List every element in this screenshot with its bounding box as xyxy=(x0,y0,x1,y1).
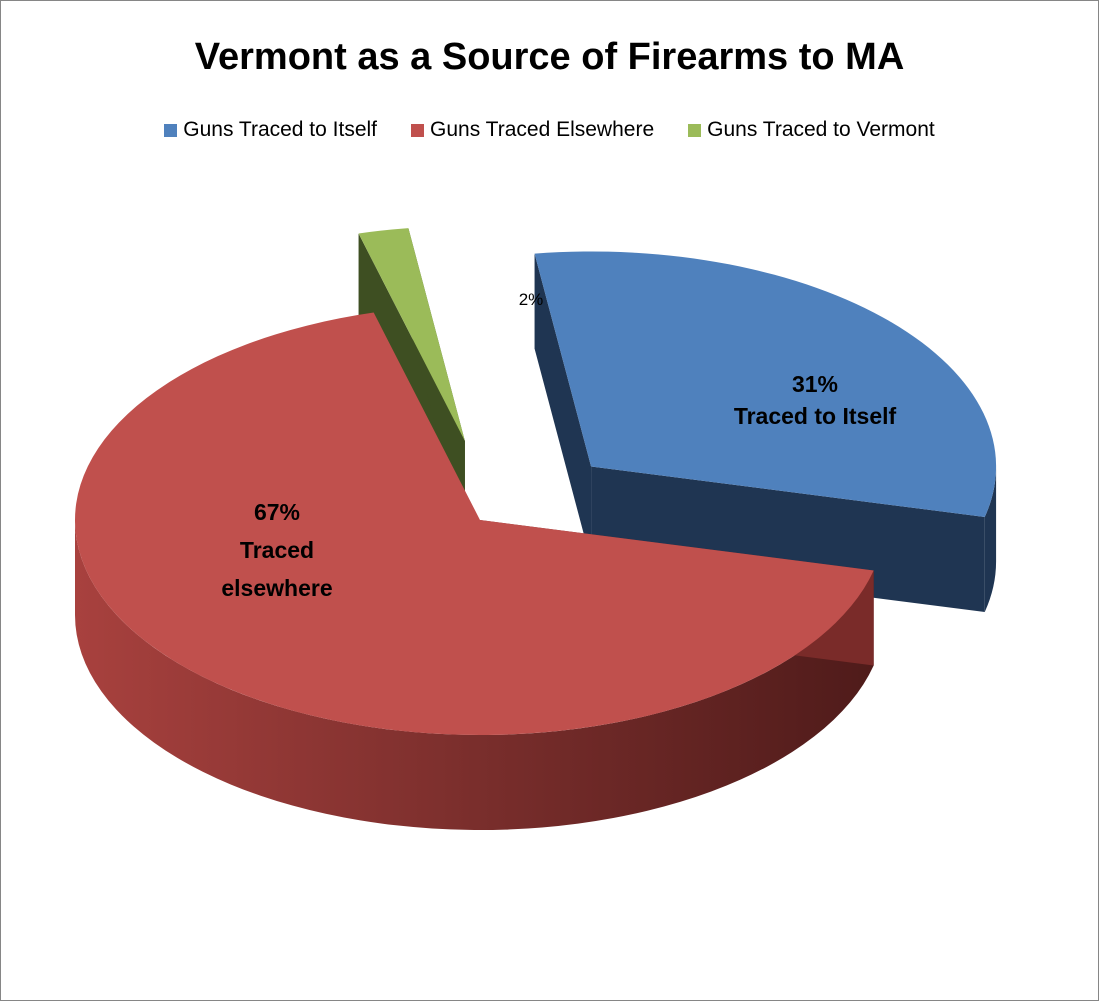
legend: Guns Traced to Itself Guns Traced Elsewh… xyxy=(0,118,1099,142)
slice-vermont xyxy=(358,228,465,442)
data-label-vermont: 2% xyxy=(519,290,544,309)
slice-itself xyxy=(534,251,997,517)
slice-side-elsewhere xyxy=(75,520,874,830)
legend-swatch-elsewhere xyxy=(411,123,425,137)
data-label-itself: Traced to Itself xyxy=(734,403,897,429)
legend-swatch-itself xyxy=(164,123,178,137)
slice-wall-itself xyxy=(591,466,985,612)
slice-side-itself xyxy=(984,466,997,612)
legend-item-vermont: Guns Traced to Vermont xyxy=(688,118,935,142)
legend-label-itself: Guns Traced to Itself xyxy=(183,118,378,141)
data-label-elsewhere: 67% xyxy=(254,499,300,525)
legend-swatch-vermont xyxy=(688,123,702,137)
data-label-elsewhere: elsewhere xyxy=(221,575,332,601)
data-label-itself: 31% xyxy=(792,371,838,397)
slice-elsewhere xyxy=(74,312,874,736)
legend-label-elsewhere: Guns Traced Elsewhere xyxy=(430,118,655,141)
data-label-elsewhere: Traced xyxy=(240,537,314,563)
chart-title: Vermont as a Source of Firearms to MA xyxy=(194,36,905,78)
slice-wall-itself xyxy=(534,253,592,562)
legend-label-vermont: Guns Traced to Vermont xyxy=(707,118,935,141)
legend-item-itself: Guns Traced to Itself xyxy=(164,118,377,142)
legend-item-elsewhere: Guns Traced Elsewhere xyxy=(411,118,654,142)
